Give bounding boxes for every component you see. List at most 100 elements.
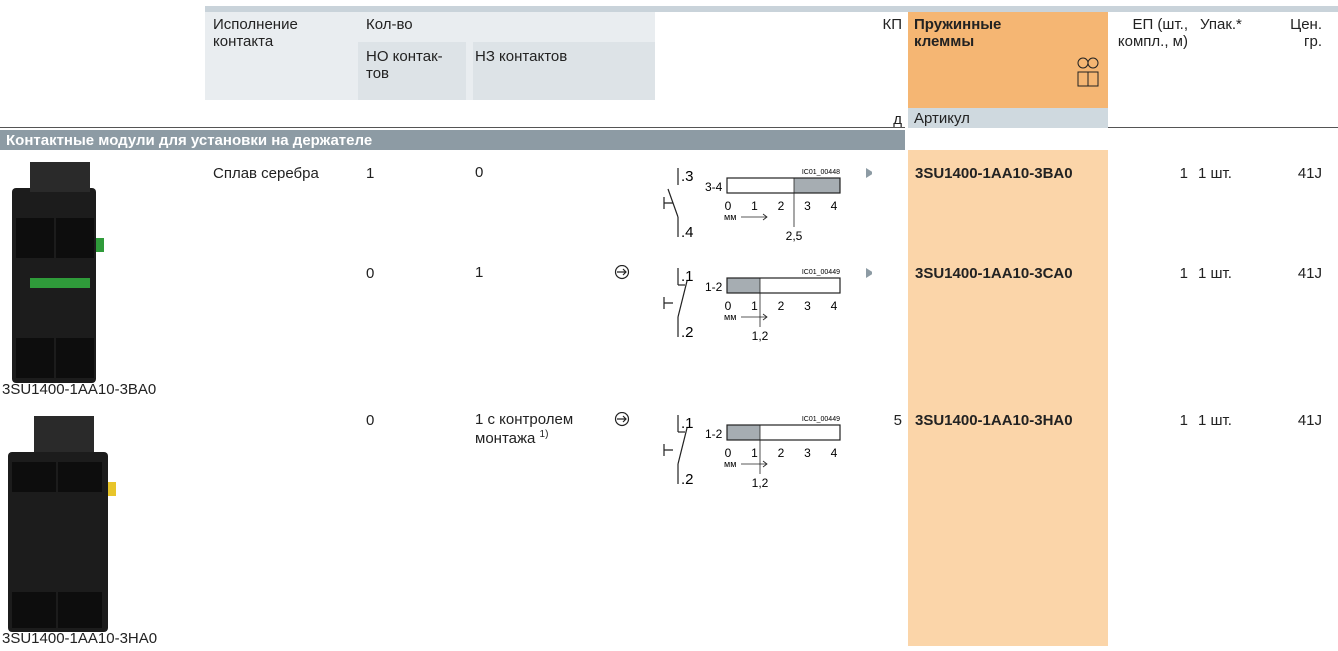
terminal-label: .3 bbox=[681, 168, 694, 185]
pack: 1 шт. bbox=[1198, 165, 1232, 182]
kp-marker: 5 bbox=[893, 412, 902, 429]
footnote-ref: 1) bbox=[539, 429, 549, 440]
image-caption: 3SU1400-1AA10-3HA0 bbox=[2, 630, 158, 647]
value-label: 2,5 bbox=[786, 229, 803, 243]
pack: 1 шт. bbox=[1198, 265, 1232, 282]
unit-arrow bbox=[741, 460, 768, 468]
actuation-icon bbox=[617, 415, 627, 423]
section-bar bbox=[0, 130, 905, 150]
scale-label: 4 bbox=[831, 446, 838, 460]
diagram-code: IC01_00449 bbox=[802, 269, 840, 276]
pack: 1 шт. bbox=[1198, 412, 1232, 429]
terminal-label: .1 bbox=[681, 415, 694, 432]
scale-label: 1 bbox=[751, 199, 758, 213]
contact-material: Сплав серебра bbox=[213, 165, 319, 182]
terminal-label: .2 bbox=[681, 471, 694, 488]
unit-label: мм bbox=[724, 459, 736, 469]
rule bbox=[0, 127, 905, 128]
travel-bar bbox=[726, 424, 841, 441]
nc-count: 1 bbox=[475, 264, 484, 281]
rule bbox=[1108, 127, 1338, 128]
header-orange bbox=[908, 12, 1108, 108]
terminal-label: .4 bbox=[681, 224, 694, 241]
header-cell: Кол-во bbox=[366, 16, 413, 33]
nc-count: 1 с контролем монтажа 1) bbox=[475, 411, 574, 447]
scale-label: 3 bbox=[804, 446, 811, 460]
header-bg bbox=[473, 42, 655, 100]
unit-label: мм bbox=[724, 312, 736, 322]
ep: 1 bbox=[1179, 412, 1188, 429]
range-label: 3-4 bbox=[705, 180, 723, 194]
unit-label: мм bbox=[724, 212, 736, 222]
actuation-icon bbox=[614, 412, 630, 427]
travel-fill bbox=[727, 278, 760, 293]
product-image bbox=[8, 416, 116, 632]
actuation-icon bbox=[614, 265, 630, 280]
no-count: 1 bbox=[366, 165, 375, 182]
nc-count: 0 bbox=[475, 164, 484, 181]
ep: 1 bbox=[1179, 265, 1188, 282]
header-cell: ЕП (шт., компл., м) bbox=[1117, 16, 1188, 50]
scale-label: 3 bbox=[804, 299, 811, 313]
marker bbox=[866, 268, 872, 278]
price-group: 41J bbox=[1297, 412, 1322, 429]
scale-label: 0 bbox=[725, 446, 732, 460]
article-bg bbox=[908, 108, 1108, 128]
no-count: 0 bbox=[366, 412, 375, 429]
diagram: .1 .2 IC01_00449 1-20 1 2 3 4 мм 1,2 bbox=[614, 412, 841, 490]
symbol bbox=[663, 197, 673, 209]
scale-label: 2 bbox=[778, 199, 785, 213]
marker bbox=[866, 168, 872, 178]
image-caption: 3SU1400-1AA10-3BA0 bbox=[2, 381, 157, 398]
article-number: 3SU1400-1AA10-3CA0 bbox=[915, 265, 1073, 282]
header-cell: Упак.* bbox=[1200, 16, 1242, 33]
travel-fill bbox=[727, 425, 760, 440]
product-image bbox=[12, 162, 104, 383]
diagram-code: IC01_00448 bbox=[802, 169, 840, 176]
header-cell: Артикул bbox=[914, 110, 970, 127]
terminal-label: .1 bbox=[681, 268, 694, 285]
header-bg bbox=[358, 42, 466, 100]
scale-label: 0 bbox=[725, 199, 732, 213]
scale-label: 0 bbox=[725, 299, 732, 313]
terminal-label: .2 bbox=[681, 324, 694, 341]
diagram-code: IC01_00449 bbox=[802, 416, 840, 423]
scale-label: 3 bbox=[804, 199, 811, 213]
scale-label: 2 bbox=[778, 299, 785, 313]
article-column bbox=[908, 150, 1108, 646]
scale-label: 1 bbox=[751, 299, 758, 313]
header-rule bbox=[205, 6, 1338, 12]
ep: 1 bbox=[1179, 165, 1188, 182]
header-cell: КП bbox=[882, 16, 902, 33]
symbol bbox=[663, 297, 673, 309]
header-cell: д bbox=[893, 111, 902, 128]
travel-fill bbox=[794, 178, 840, 193]
range-label: 1-2 bbox=[705, 427, 723, 441]
scale-label: 4 bbox=[831, 199, 838, 213]
terminal-icon bbox=[1077, 57, 1099, 87]
value-label: 1,2 bbox=[752, 476, 769, 490]
header-cell: НО контак-тов bbox=[366, 48, 443, 82]
scale-label: 4 bbox=[831, 299, 838, 313]
price-group: 41J bbox=[1297, 265, 1322, 282]
symbol bbox=[663, 444, 673, 456]
header-cell: НЗ контактов bbox=[475, 48, 568, 65]
symbol bbox=[677, 280, 688, 318]
diagram: .3 .4 IC01_00448 3-40 1 2 3 4 мм 2,5 bbox=[663, 168, 872, 243]
unit-arrow bbox=[741, 213, 768, 221]
travel-bar bbox=[726, 277, 841, 294]
article-number: 3SU1400-1AA10-3HA0 bbox=[915, 412, 1073, 429]
no-count: 0 bbox=[366, 265, 375, 282]
price-group: 41J bbox=[1297, 165, 1322, 182]
header-cell: Цен. гр. bbox=[1290, 16, 1322, 50]
range-label: 1-2 bbox=[705, 280, 723, 294]
scale-label: 2 bbox=[778, 446, 785, 460]
travel-bar bbox=[726, 177, 841, 194]
scale-label: 1 bbox=[751, 446, 758, 460]
value-label: 1,2 bbox=[752, 329, 769, 343]
header-cell: Исполнение контакта bbox=[213, 16, 298, 50]
unit-arrow bbox=[741, 313, 768, 321]
actuation-icon bbox=[617, 268, 627, 276]
diagram: .1 .2 IC01_00449 1-20 1 2 3 4 мм 1,2 bbox=[614, 265, 872, 343]
